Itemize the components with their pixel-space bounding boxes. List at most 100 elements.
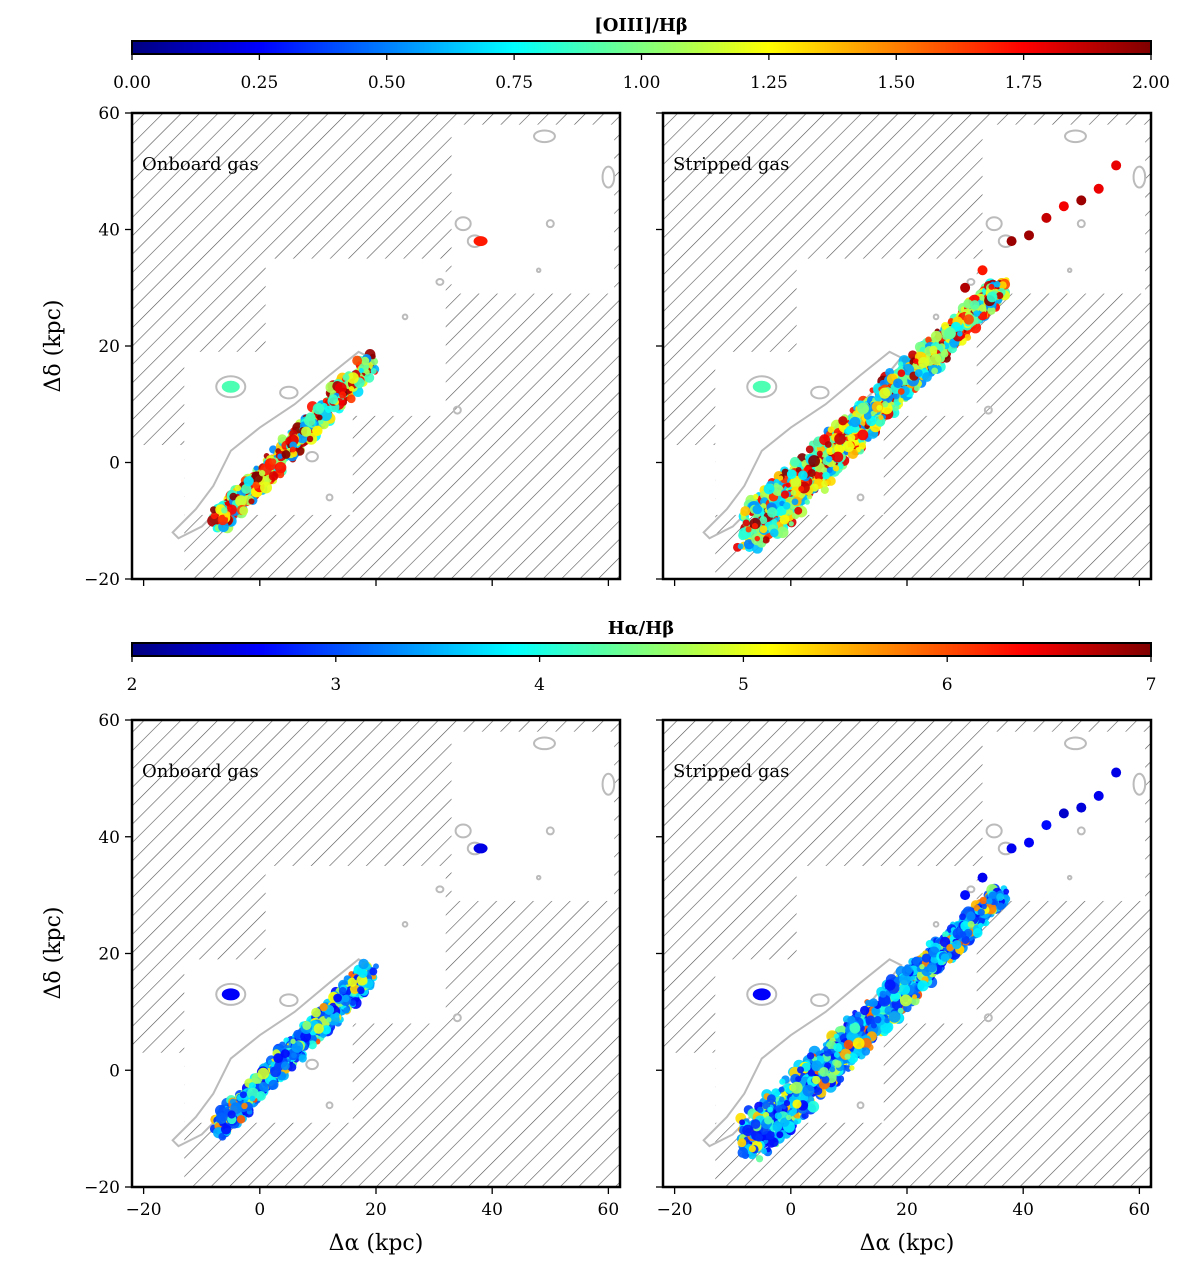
- emission-spaxel: [269, 458, 277, 466]
- emission-spaxel: [287, 1062, 297, 1072]
- companion-contour: [279, 385, 299, 400]
- emission-spaxel: [876, 404, 883, 411]
- companion-contour: [983, 1013, 993, 1023]
- emission-spaxel: [783, 502, 791, 510]
- companion-contour: [535, 874, 542, 881]
- colorbar-tick-label-ha-hb: 4: [534, 675, 545, 695]
- emission-spaxel: [897, 388, 905, 395]
- companion-contour: [746, 982, 778, 1006]
- emission-spaxel: [772, 1122, 782, 1132]
- emission-spaxel: [921, 953, 931, 963]
- emission-spaxel: [343, 1007, 350, 1014]
- emission-spaxel: [252, 481, 260, 489]
- companion-contour: [325, 1101, 334, 1110]
- companion-contour: [401, 920, 409, 928]
- emission-spaxel: [790, 478, 802, 489]
- emission-spaxel: [858, 442, 866, 450]
- panel-ha-stripped: Stripped gas −20 0 20 40 60: [656, 718, 1153, 1220]
- emission-spaxel: [832, 451, 844, 463]
- emission-knot: [1093, 183, 1104, 194]
- companion-contour: [1066, 267, 1073, 274]
- emission-spaxel: [861, 1047, 871, 1056]
- colorbar-tick-label-ha-hb: 6: [942, 675, 953, 695]
- emission-spaxel: [334, 382, 347, 395]
- emission-knot: [1093, 790, 1104, 801]
- emission-spaxel: [776, 506, 787, 517]
- emission-spaxel: [790, 489, 797, 496]
- panel-label: Onboard gas: [142, 154, 259, 175]
- emission-spaxel: [892, 392, 900, 400]
- y-tick-label: 40: [98, 828, 120, 848]
- emission-spaxel: [880, 1022, 893, 1034]
- y-tick-label: 0: [109, 454, 120, 474]
- emission-spaxel: [769, 1137, 779, 1147]
- emission-spaxel: [857, 429, 869, 441]
- companion-contour: [856, 493, 865, 502]
- emission-spaxel: [898, 397, 904, 403]
- emission-spaxel: [988, 283, 995, 290]
- emission-spaxel: [987, 306, 996, 315]
- emission-spaxel: [873, 1015, 882, 1024]
- emission-spaxel: [742, 519, 750, 527]
- emission-spaxel: [373, 963, 379, 970]
- colorbar-tick-label-oiii-hb: 0.75: [495, 73, 533, 93]
- emission-spaxel: [973, 310, 981, 317]
- emission-spaxel: [765, 1130, 775, 1140]
- x-tick-label: 40: [1012, 1200, 1034, 1220]
- emission-knot: [1024, 837, 1034, 848]
- emission-spaxel: [963, 314, 974, 325]
- y-tick-label: −20: [84, 1178, 120, 1198]
- emission-spaxel: [279, 1041, 286, 1049]
- y-tick-label: 20: [98, 337, 120, 357]
- panel-oiii-stripped: Stripped gas: [656, 111, 1153, 586]
- companion-contour: [305, 451, 319, 463]
- companion-contour: [452, 1013, 462, 1023]
- companion-emission: [473, 236, 488, 247]
- emission-spaxel: [369, 967, 378, 976]
- companion-emission: [221, 988, 240, 1001]
- emission-spaxel: [834, 433, 846, 445]
- colorbar-tick-label-oiii-hb: 1.50: [877, 73, 915, 93]
- observed-field: [663, 445, 716, 579]
- emission-spaxel: [879, 387, 891, 399]
- emission-spaxel: [321, 1025, 332, 1035]
- emission-spaxel: [293, 1029, 303, 1039]
- emission-spaxel: [834, 443, 845, 454]
- colorbar-tick-label-ha-hb: 7: [1146, 675, 1157, 695]
- observed-field: [663, 1052, 716, 1187]
- companion-contour: [1064, 129, 1087, 144]
- emission-spaxel: [798, 470, 808, 481]
- emission-spaxel: [802, 1084, 815, 1097]
- companion-contour: [215, 375, 247, 399]
- emission-spaxel: [986, 291, 998, 303]
- x-tick-label: 40: [481, 1200, 503, 1220]
- emission-knot: [1024, 230, 1034, 241]
- emission-spaxel: [843, 1039, 854, 1050]
- emission-spaxel: [847, 1015, 856, 1024]
- panel-label: Stripped gas: [673, 761, 789, 782]
- emission-spaxel: [357, 986, 365, 994]
- emission-spaxel: [838, 416, 848, 426]
- emission-spaxel: [960, 931, 967, 938]
- x-tick-label: 0: [254, 1200, 265, 1220]
- panel-plot-area: [663, 720, 1151, 1187]
- colorbar-tick-label-oiii-hb: 0.50: [368, 73, 406, 93]
- emission-spaxel: [857, 402, 869, 415]
- emission-spaxel: [826, 467, 833, 474]
- x-tick-label: −20: [657, 1200, 693, 1220]
- emission-spaxel: [762, 536, 770, 544]
- panel-label: Stripped gas: [673, 154, 789, 175]
- emission-spaxel: [922, 372, 932, 382]
- emission-spaxel: [243, 476, 254, 487]
- emission-spaxel: [268, 1079, 279, 1090]
- emission-spaxel: [979, 896, 988, 905]
- emission-spaxel: [788, 521, 794, 527]
- emission-spaxel: [338, 986, 347, 995]
- companion-contour: [452, 405, 462, 415]
- emission-spaxel: [914, 369, 923, 378]
- x-tick-label: 60: [598, 1200, 620, 1220]
- emission-spaxel: [742, 1124, 754, 1137]
- emission-spaxel: [301, 426, 312, 437]
- emission-spaxel: [289, 446, 296, 453]
- emission-spaxel: [899, 973, 911, 986]
